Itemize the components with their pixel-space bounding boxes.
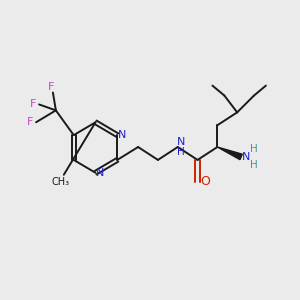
Text: N: N (176, 137, 185, 147)
Text: H: H (250, 160, 258, 170)
Text: F: F (27, 117, 33, 127)
Text: N: N (96, 168, 105, 178)
Text: O: O (200, 175, 210, 188)
Text: F: F (48, 82, 54, 92)
Text: CH₃: CH₃ (52, 177, 70, 187)
Text: N: N (242, 152, 250, 162)
Polygon shape (218, 147, 242, 160)
Text: N: N (118, 130, 126, 140)
Text: H: H (177, 147, 184, 157)
Text: H: H (250, 144, 258, 154)
Text: F: F (30, 99, 36, 110)
